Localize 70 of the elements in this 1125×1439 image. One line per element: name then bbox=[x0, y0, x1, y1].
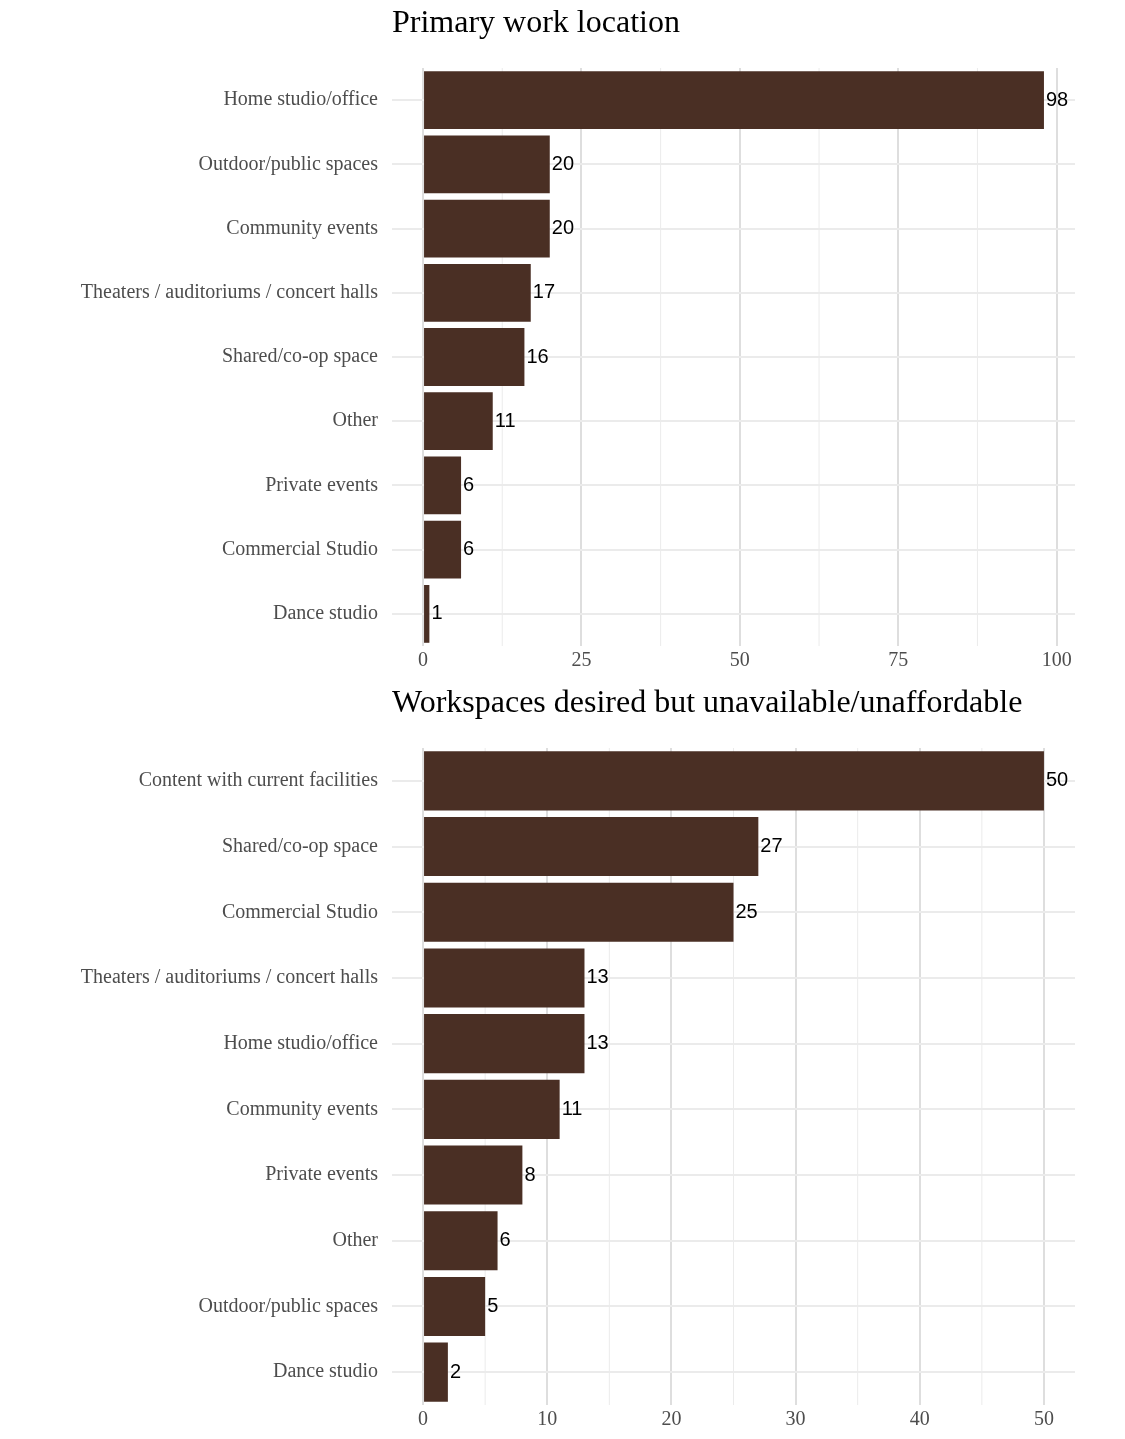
bar bbox=[424, 1145, 523, 1205]
y-tick-label: Dance studio bbox=[273, 1359, 378, 1382]
y-tick-label: Community events bbox=[226, 1096, 379, 1120]
bar bbox=[424, 1276, 486, 1337]
y-tick-label: Home studio/office bbox=[223, 1030, 379, 1053]
bar bbox=[424, 456, 462, 515]
x-tick-label: 40 bbox=[909, 1407, 930, 1430]
y-tick-label: Shared/co-op space bbox=[221, 344, 379, 368]
y-tick-label: Shared/co-op space bbox=[221, 833, 379, 857]
bar bbox=[424, 751, 1044, 811]
data-label: 6 bbox=[463, 472, 475, 495]
data-label: 6 bbox=[499, 1228, 511, 1251]
data-label: 5 bbox=[487, 1293, 499, 1316]
data-label: 50 bbox=[1045, 768, 1069, 791]
y-tick-label: Other bbox=[332, 408, 379, 431]
data-label: 16 bbox=[526, 344, 549, 367]
y-tick-label: Outdoor/public spaces bbox=[198, 151, 379, 175]
bar bbox=[424, 1079, 560, 1139]
chart-title: Primary work location bbox=[391, 2, 681, 41]
bar bbox=[424, 392, 493, 451]
x-tick-label: 50 bbox=[1033, 1407, 1054, 1430]
bar bbox=[424, 948, 585, 1008]
data-label: 25 bbox=[735, 899, 758, 922]
data-label: 2 bbox=[449, 1359, 462, 1382]
bar bbox=[424, 1014, 585, 1074]
bar bbox=[424, 1211, 498, 1271]
y-tick-label: Outdoor/public spaces bbox=[198, 1293, 379, 1317]
chart-title: Workspaces desired but unavailable/unaffordable bbox=[391, 682, 1024, 721]
y-tick-label: Commercial Studio bbox=[221, 536, 378, 559]
data-label: 20 bbox=[551, 151, 575, 174]
data-label: 98 bbox=[1045, 87, 1069, 110]
bar bbox=[424, 328, 525, 386]
y-tick-label: Theaters / auditoriums / concert halls bbox=[80, 965, 379, 988]
data-label: 20 bbox=[551, 216, 575, 239]
bar bbox=[424, 135, 550, 194]
y-tick-label: Dance studio bbox=[273, 601, 378, 624]
x-tick-label: 100 bbox=[1041, 648, 1072, 671]
data-label: 27 bbox=[760, 834, 783, 857]
x-tick-label: 20 bbox=[661, 1407, 682, 1430]
bar bbox=[424, 816, 759, 877]
bar bbox=[424, 1342, 448, 1402]
data-label: 17 bbox=[532, 280, 555, 303]
y-tick-label: Theaters / auditoriums / concert halls bbox=[80, 280, 379, 303]
bar bbox=[424, 520, 462, 579]
data-label: 1 bbox=[431, 601, 443, 624]
x-tick-label: 0 bbox=[418, 648, 429, 671]
bar bbox=[424, 199, 550, 258]
y-tick-label: Home studio/office bbox=[223, 87, 379, 110]
data-label: 13 bbox=[586, 965, 609, 988]
data-label: 6 bbox=[463, 537, 475, 560]
bar bbox=[424, 71, 1044, 130]
x-tick-label: 50 bbox=[729, 648, 750, 671]
x-tick-label: 25 bbox=[571, 648, 592, 671]
y-tick-label: Other bbox=[332, 1228, 379, 1250]
y-tick-label: Commercial Studio bbox=[221, 899, 378, 922]
x-tick-label: 75 bbox=[888, 648, 909, 671]
y-tick-label: Private events bbox=[265, 1162, 379, 1185]
data-label: 8 bbox=[524, 1162, 536, 1185]
x-tick-label: 10 bbox=[537, 1407, 558, 1430]
x-tick-label: 30 bbox=[785, 1407, 806, 1430]
y-tick-label: Private events bbox=[265, 472, 379, 495]
y-tick-label: Community events bbox=[226, 215, 379, 239]
bar bbox=[424, 882, 734, 942]
data-label: 11 bbox=[561, 1096, 583, 1119]
y-tick-label: Content with current facilities bbox=[138, 768, 379, 791]
x-tick-label: 0 bbox=[418, 1407, 429, 1430]
bar bbox=[424, 584, 430, 643]
data-label: 13 bbox=[586, 1031, 609, 1054]
data-label: 11 bbox=[494, 408, 516, 431]
bar bbox=[424, 263, 531, 322]
